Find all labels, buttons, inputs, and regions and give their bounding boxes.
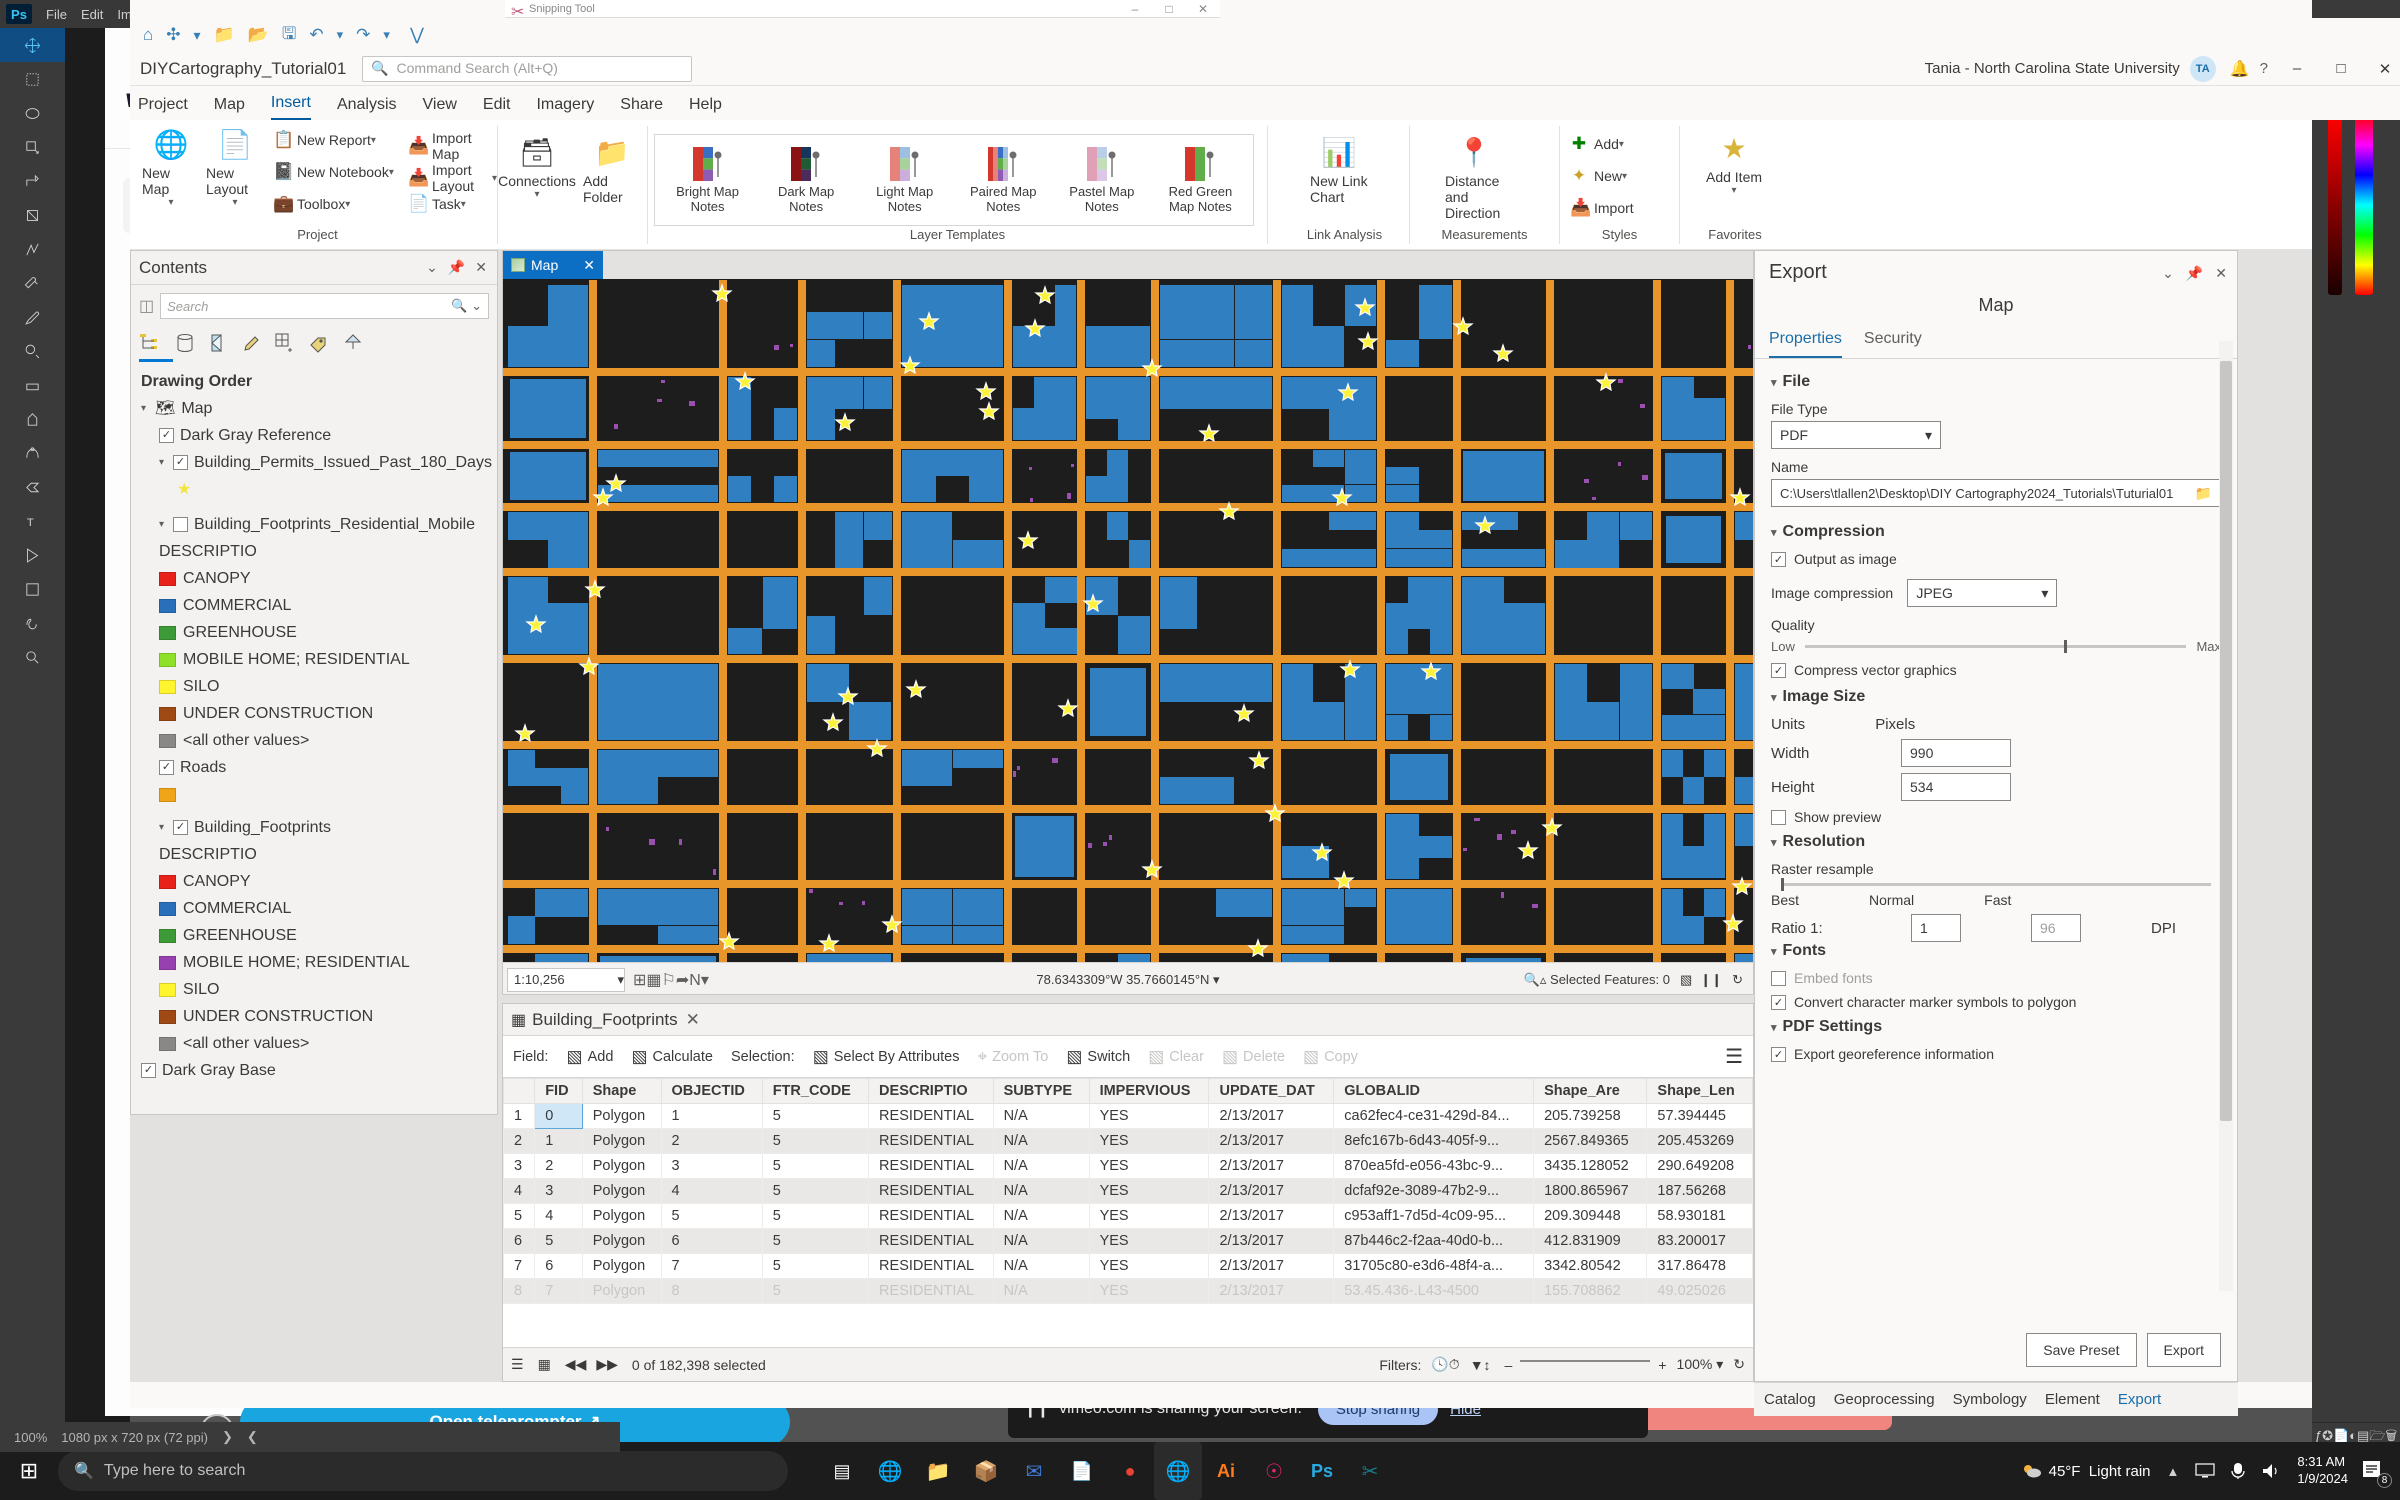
svg-text:T: T — [27, 516, 34, 528]
